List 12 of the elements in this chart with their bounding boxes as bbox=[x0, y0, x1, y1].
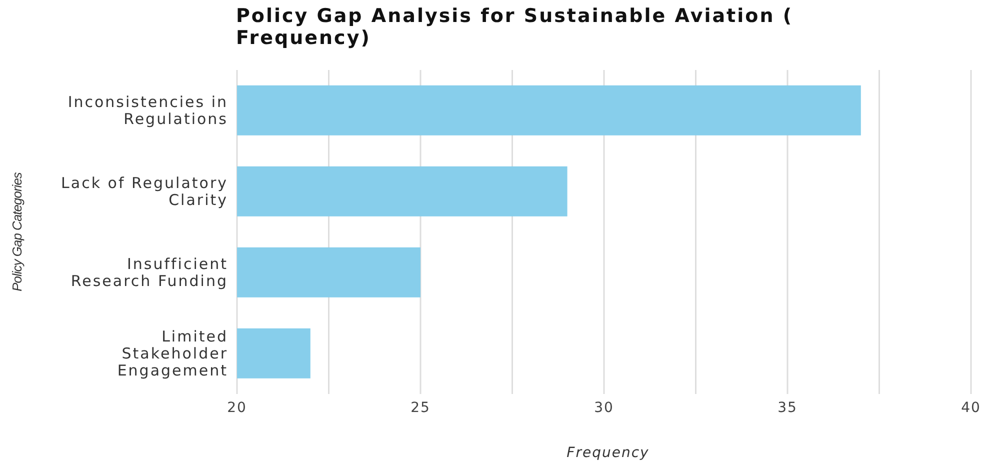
x-axis-title: Frequency bbox=[566, 445, 650, 461]
y-tick-label: Lack of Regulatory Clarity bbox=[61, 174, 228, 209]
x-tick-label: 35 bbox=[778, 400, 798, 416]
y-axis-title: Policy Gap Categories bbox=[10, 172, 24, 292]
y-tick-label: Inconsistencies in Regulations bbox=[68, 93, 228, 128]
y-tick-label: Insufficient Research Funding bbox=[70, 255, 228, 290]
x-tick-label: 20 bbox=[227, 400, 247, 416]
x-tick-label: 25 bbox=[410, 400, 430, 416]
x-tick-label: 40 bbox=[961, 400, 981, 416]
y-tick-label: Limited Stakeholder Engagement bbox=[117, 328, 228, 380]
chart-title: Policy Gap Analysis for Sustainable Aviation ( Frequency) bbox=[236, 5, 794, 49]
x-tick-label: 30 bbox=[594, 400, 614, 416]
